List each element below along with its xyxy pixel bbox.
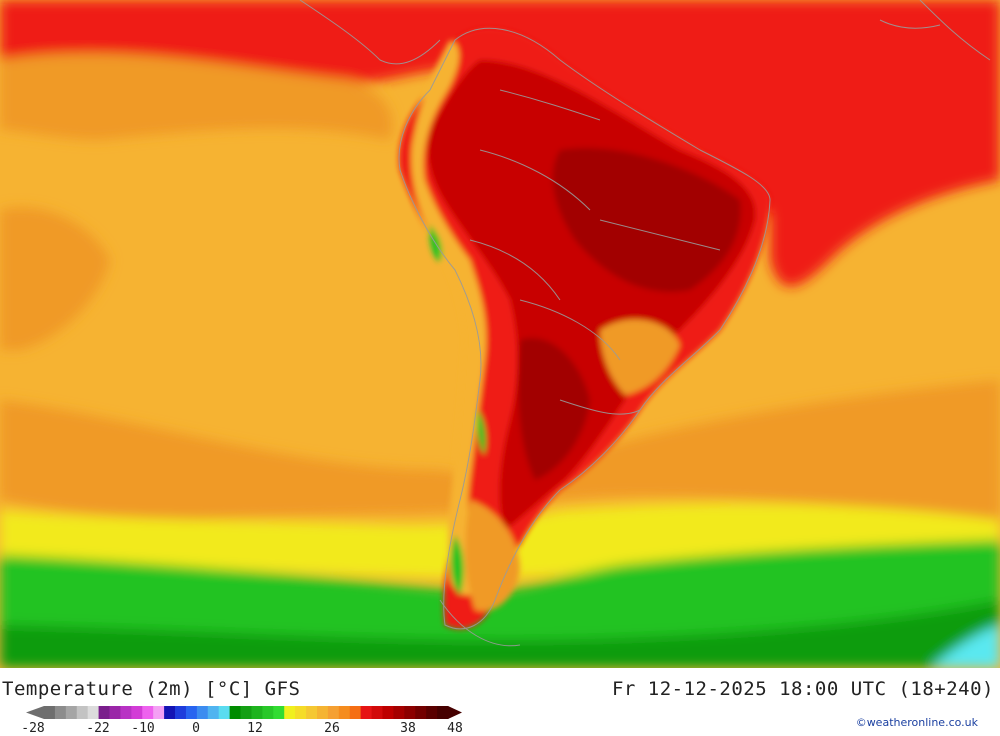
legend-swatch — [382, 706, 394, 719]
legend-swatch — [142, 706, 154, 719]
zone-southeast-icy — [930, 625, 1000, 668]
legend-swatch — [349, 706, 362, 719]
legend-tick: 26 — [324, 721, 340, 736]
legend-swatch — [327, 706, 340, 719]
legend-swatch — [164, 706, 176, 719]
legend-swatch — [295, 706, 307, 719]
legend-swatch — [44, 706, 56, 719]
legend-swatch — [338, 706, 351, 719]
central-america-coast — [299, 0, 441, 65]
legend-swatch — [131, 706, 143, 719]
plateau-mild-southeast — [600, 319, 680, 395]
legend-swatch — [251, 706, 263, 719]
legend-swatch — [109, 706, 121, 719]
legend-swatch — [240, 706, 252, 719]
legend-swatch — [175, 706, 187, 719]
legend-swatch — [273, 706, 285, 719]
zone-south-coldest — [0, 600, 1000, 668]
legend-swatch — [185, 706, 198, 719]
legend-swatch — [207, 706, 220, 719]
legend-swatch — [76, 706, 89, 719]
legend-swatch — [360, 706, 372, 719]
continent-extreme-brazil — [552, 148, 741, 292]
legend-swatch — [371, 706, 383, 719]
legend-swatch — [284, 706, 296, 719]
legend-arrow-left — [26, 706, 44, 719]
border-lines — [469, 89, 721, 415]
legend-arrow-right — [448, 706, 462, 719]
continent-extreme-argentina — [518, 338, 590, 480]
south-america-continent — [399, 28, 770, 629]
legend-swatch — [218, 706, 231, 719]
map-title: Temperature (2m) [°C] GFS — [2, 678, 301, 700]
zone-southwest-warm — [0, 207, 110, 350]
credit-link[interactable]: ©weatheronline.co.uk — [855, 716, 978, 729]
legend-swatch — [262, 706, 274, 719]
legend-swatch — [87, 706, 99, 719]
valid-time: Fr 12-12-2025 18:00 UTC (18+240) — [611, 678, 994, 700]
legend-swatch — [415, 706, 427, 719]
legend-tick: -28 — [21, 721, 45, 736]
andes-mild-strip — [411, 40, 487, 596]
legend-tick: 0 — [192, 721, 200, 736]
legend-swatch — [437, 706, 449, 719]
color-legend — [26, 706, 462, 719]
temperature-map — [0, 0, 1000, 668]
legend-swatch — [306, 706, 318, 719]
map-footer: Temperature (2m) [°C] GFS Fr 12-12-2025 … — [0, 668, 1000, 736]
caribbean-islands — [879, 0, 991, 61]
tierra-del-fuego — [439, 599, 521, 647]
legend-color-bar — [26, 706, 462, 719]
legend-swatch — [404, 706, 416, 719]
country-borders — [299, 0, 991, 647]
legend-swatch — [120, 706, 132, 719]
legend-swatch — [54, 706, 67, 719]
legend-tick: 48 — [447, 721, 463, 736]
legend-tick: -22 — [86, 721, 110, 736]
legend-swatch — [229, 706, 241, 719]
legend-swatch — [98, 706, 110, 719]
zone-west-warm — [0, 53, 393, 141]
zone-east-atlantic-hot — [770, 110, 1000, 287]
zone-southern-warm — [0, 380, 1000, 520]
zone-north-hot — [0, 0, 1000, 220]
legend-swatch — [426, 706, 438, 719]
legend-swatch — [393, 706, 405, 719]
legend-swatch — [196, 706, 209, 719]
legend-tick: 38 — [400, 721, 416, 736]
legend-swatch — [65, 706, 78, 719]
legend-swatch — [316, 706, 329, 719]
legend-swatch — [153, 706, 165, 719]
legend-tick: -10 — [131, 721, 155, 736]
legend-tick: 12 — [247, 721, 263, 736]
coastline — [398, 27, 771, 630]
patagonia-mild — [465, 500, 520, 611]
